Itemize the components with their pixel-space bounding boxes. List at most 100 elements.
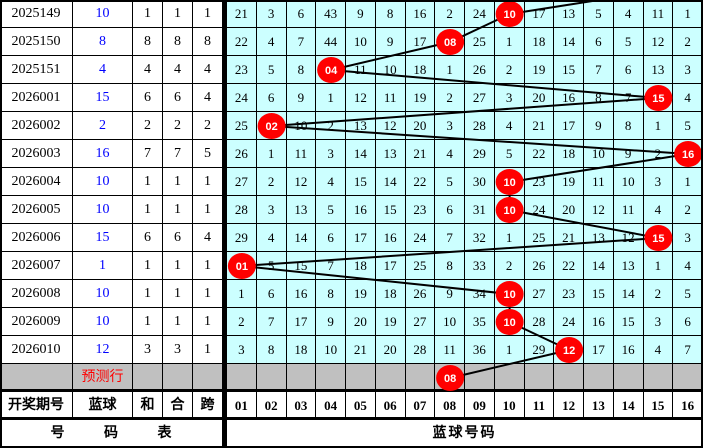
miss-count-cell: 2: [435, 84, 465, 112]
he-sum-cell: 7: [133, 140, 163, 168]
blue-number-header: 01: [227, 392, 257, 420]
period-cell: 2026010: [0, 336, 73, 364]
miss-count-cell: 2: [494, 252, 525, 280]
miss-count-cell: 14: [554, 28, 584, 56]
period-cell: 2026005: [0, 196, 73, 224]
miss-count-cell: 1: [494, 224, 525, 252]
predict-row-label: 预测行: [73, 364, 133, 392]
miss-count-cell: 14: [286, 224, 317, 252]
kua-span-cell: 1: [193, 280, 223, 308]
predict-grid-cell: [584, 364, 614, 392]
miss-count-cell: 3: [227, 336, 257, 364]
miss-count-cell: 29: [524, 336, 555, 364]
he-sum-cell: 1: [133, 252, 163, 280]
miss-count-cell: 6: [316, 224, 346, 252]
miss-count-cell: 19: [405, 84, 436, 112]
miss-count-cell: 4: [494, 112, 525, 140]
miss-count-cell: 3: [316, 140, 346, 168]
miss-count-cell: 2: [643, 280, 674, 308]
miss-count-cell: 3: [494, 84, 525, 112]
miss-count-cell: 25: [227, 112, 257, 140]
miss-count-cell: 18: [554, 140, 584, 168]
hezhi-cell: 1: [163, 280, 193, 308]
miss-count-cell: 17: [405, 28, 436, 56]
miss-count-cell: 4: [435, 140, 465, 168]
left-column-header: 和: [133, 392, 163, 420]
miss-count-cell: 44: [316, 28, 346, 56]
miss-count-cell: 2: [316, 112, 346, 140]
miss-count-cell: 4: [673, 84, 703, 112]
hit-cell: [643, 84, 674, 112]
miss-count-cell: 16: [286, 280, 317, 308]
miss-count-cell: 21: [227, 0, 257, 28]
miss-count-cell: 23: [405, 196, 436, 224]
kua-span-cell: 1: [193, 336, 223, 364]
blue-number-header: 15: [643, 392, 674, 420]
miss-count-cell: 5: [673, 112, 703, 140]
miss-count-cell: 26: [465, 56, 495, 84]
miss-count-cell: 20: [405, 112, 436, 140]
miss-count-cell: 35: [465, 308, 495, 336]
predict-grid-cell: [554, 364, 584, 392]
miss-count-cell: 3: [673, 224, 703, 252]
predict-grid-cell: [613, 364, 644, 392]
blue-ball-value-cell: 2: [73, 112, 133, 140]
blue-ball-value-cell: 15: [73, 224, 133, 252]
miss-count-cell: 18: [286, 336, 317, 364]
miss-count-cell: 7: [256, 308, 287, 336]
blue-number-header: 12: [554, 392, 584, 420]
blue-number-header: 10: [494, 392, 525, 420]
miss-count-cell: 3: [643, 168, 674, 196]
hit-cell: [554, 336, 584, 364]
blue-ball-value-cell: 8: [73, 28, 133, 56]
miss-count-cell: 7: [613, 84, 644, 112]
miss-count-cell: 9: [435, 280, 465, 308]
miss-count-cell: 5: [316, 196, 346, 224]
miss-count-cell: 7: [435, 224, 465, 252]
miss-count-cell: 16: [375, 224, 406, 252]
kua-span-cell: 4: [193, 224, 223, 252]
miss-count-cell: 3: [256, 0, 287, 28]
he-sum-cell: 6: [133, 224, 163, 252]
miss-count-cell: 15: [613, 308, 644, 336]
hit-cell: [643, 224, 674, 252]
miss-count-cell: 11: [643, 0, 674, 28]
miss-count-cell: 30: [465, 168, 495, 196]
miss-count-cell: 1: [227, 280, 257, 308]
miss-count-cell: 18: [346, 252, 376, 280]
miss-count-cell: 11: [286, 140, 317, 168]
kua-span-cell: 1: [193, 252, 223, 280]
miss-count-cell: 32: [465, 224, 495, 252]
miss-count-cell: 19: [524, 56, 555, 84]
left-column-header: 蓝球: [73, 392, 133, 420]
miss-count-cell: 6: [286, 0, 317, 28]
blue-number-header: 14: [613, 392, 644, 420]
miss-count-cell: 1: [643, 252, 674, 280]
blue-number-header: 04: [316, 392, 346, 420]
miss-count-cell: 1: [673, 0, 703, 28]
blue-ball-value-cell: 10: [73, 308, 133, 336]
miss-count-cell: 20: [375, 336, 406, 364]
miss-count-cell: 6: [613, 56, 644, 84]
he-sum-cell: 1: [133, 196, 163, 224]
hit-cell: [494, 0, 525, 28]
miss-count-cell: 24: [524, 196, 555, 224]
miss-count-cell: 7: [316, 252, 346, 280]
period-cell: 2025149: [0, 0, 73, 28]
miss-count-cell: 28: [227, 196, 257, 224]
blue-number-header: 07: [405, 392, 436, 420]
predict-grid-cell: [346, 364, 376, 392]
hit-cell: [494, 280, 525, 308]
he-sum-cell: 1: [133, 0, 163, 28]
miss-count-cell: 22: [227, 28, 257, 56]
miss-count-cell: 15: [286, 252, 317, 280]
hit-cell: [673, 140, 703, 168]
hezhi-cell: 4: [163, 56, 193, 84]
miss-count-cell: 8: [375, 0, 406, 28]
predict-kua-cell: [193, 364, 223, 392]
kua-span-cell: 8: [193, 28, 223, 56]
miss-count-cell: 22: [554, 252, 584, 280]
predict-period-cell: [0, 364, 73, 392]
miss-count-cell: 12: [643, 28, 674, 56]
miss-count-cell: 2: [643, 140, 674, 168]
